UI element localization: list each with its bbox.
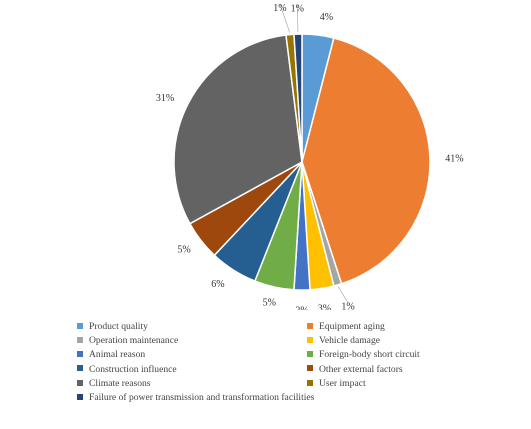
legend-item-climate-reasons: Climate reasons	[77, 377, 151, 391]
pie-slice-failure-of-power-transmission-and-transformation-facilities	[293, 33, 303, 163]
pie-chart-svg: 4% 41% 1% 3% 2% 5% 6% 5% 31% 1% 1%	[156, 3, 464, 316]
legend-item-product-quality: Product quality	[77, 320, 148, 334]
legend-swatch	[307, 365, 313, 372]
legend-label: Construction influence	[89, 363, 177, 375]
legend-swatch	[307, 351, 313, 358]
legend-item-construction-influence: Construction influence	[77, 363, 177, 377]
legend-label: Foreign-body short circuit	[319, 349, 420, 361]
legend-swatch	[307, 336, 313, 343]
legend-item-animal-reason: Animal reason	[77, 348, 145, 362]
legend-swatch	[77, 336, 83, 343]
legend-label: Operation maintenance	[89, 335, 179, 347]
legend-item-failure-of-power-transmission-and-transformation-facilities: Failure of power transmission and transf…	[77, 391, 314, 405]
data-label-climate-reasons: 31%	[156, 93, 174, 104]
legend-item-operation-maintenance: Operation maintenance	[77, 334, 178, 348]
legend-label: Failure of power transmission and transf…	[89, 392, 315, 403]
legend-item-foreign-body-short-circuit: Foreign-body short circuit	[307, 348, 420, 362]
pie-slice-climate-reasons	[173, 34, 303, 225]
pie-slices	[173, 33, 431, 291]
leader-line-failure-of-power-transmission-and-transformation-facilities	[296, 4, 299, 33]
data-label-failure-of-power-transmission-and-transformation-facilities: 1%	[291, 4, 304, 15]
data-label-operation-maintenance: 1%	[341, 302, 354, 310]
legend-swatch	[77, 393, 83, 400]
legend-label: Equipment aging	[319, 321, 385, 332]
data-label-vehicle-damage: 3%	[318, 304, 331, 310]
data-label-other-external-factors: 5%	[177, 244, 190, 255]
data-label-user-impact: 1%	[273, 3, 286, 14]
legend-swatch	[77, 351, 83, 358]
legend-label: Vehicle damage	[319, 335, 380, 347]
legend-item-other-external-factors: Other external factors	[307, 363, 403, 377]
data-label-product-quality: 4%	[320, 12, 333, 23]
legend-swatch	[307, 322, 313, 329]
legend-label: Product quality	[89, 321, 148, 332]
pie-slice-equipment-aging	[301, 37, 431, 285]
legend-swatch	[77, 365, 83, 372]
legend-swatch	[77, 322, 83, 329]
pie-leader-lines	[279, 3, 349, 303]
legend-swatch	[77, 379, 83, 386]
legend-item-user-impact: User impact	[307, 377, 366, 391]
legend-label: User impact	[319, 377, 366, 389]
legend-item-equipment-aging: Equipment aging	[307, 320, 385, 334]
legend-swatch	[307, 379, 313, 386]
legend-item-vehicle-damage: Vehicle damage	[307, 334, 380, 348]
data-label-construction-influence: 6%	[211, 279, 224, 290]
leader-line-user-impact	[279, 3, 291, 33]
data-label-equipment-aging: 41%	[445, 153, 463, 164]
data-label-foreign-body-short-circuit: 5%	[263, 297, 276, 308]
legend-label: Climate reasons	[89, 377, 151, 389]
legend-label: Animal reason	[89, 349, 146, 361]
legend-label: Other external factors	[319, 363, 403, 375]
data-label-animal-reason: 2%	[295, 305, 308, 310]
leader-line-operation-maintenance	[337, 286, 349, 303]
